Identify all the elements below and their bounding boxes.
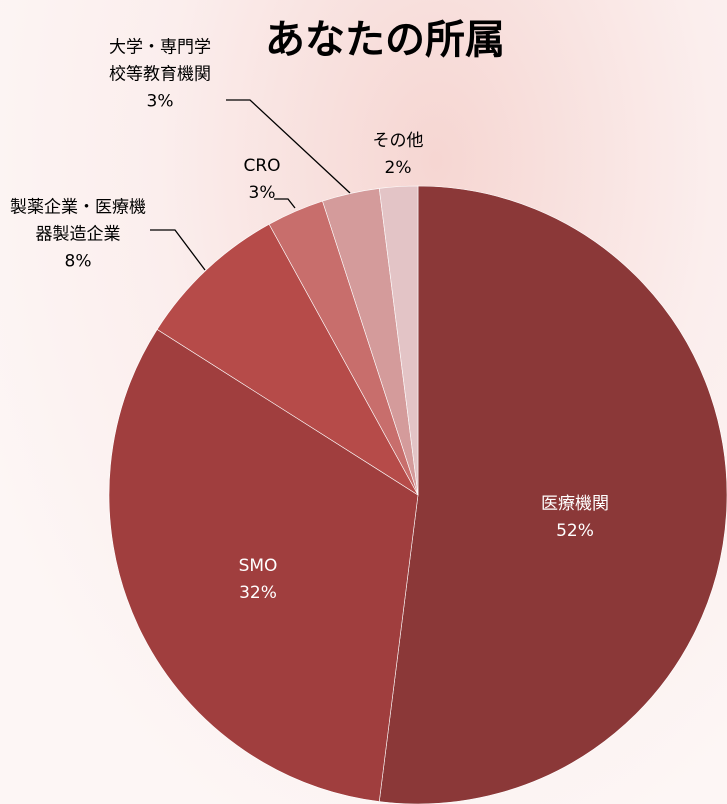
leader-line (150, 230, 205, 270)
chart-title: あなたの所属 (265, 7, 505, 65)
value-label: 3% (227, 180, 297, 207)
chart: あなたの所属 医療機関52%SMO32%製薬企業・医療機器製造企業8%CRO3%… (0, 0, 727, 804)
pie-area (0, 0, 727, 804)
category-label: その他 (358, 128, 438, 155)
value-label: 8% (3, 249, 153, 276)
value-label: 52% (505, 518, 645, 545)
value-label: 32% (198, 580, 318, 607)
category-label: CRO (227, 153, 297, 180)
category-label: SMO (198, 553, 318, 580)
category-label: 大学・専門学校等教育機関 (103, 35, 218, 89)
category-label: 製薬企業・医療機器製造企業 (3, 195, 153, 249)
value-label: 2% (358, 155, 438, 182)
value-label: 3% (103, 89, 218, 116)
category-label: 医療機関 (505, 491, 645, 518)
